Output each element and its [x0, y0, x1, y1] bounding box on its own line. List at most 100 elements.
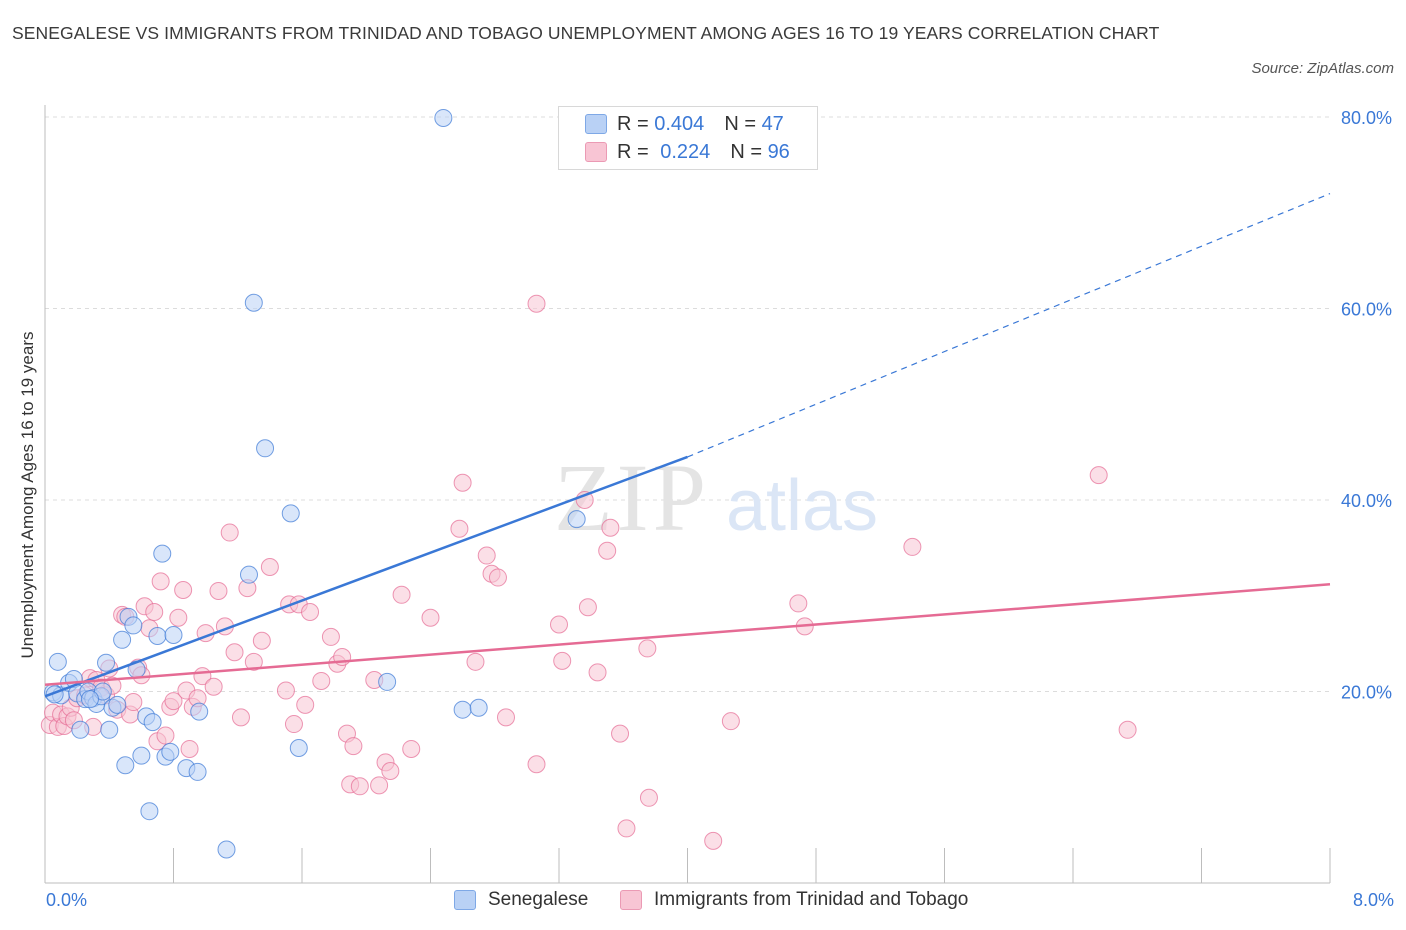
trinidad-point: [1118, 720, 1137, 739]
trinidad-point: [721, 712, 740, 731]
trinidad-point: [601, 518, 620, 537]
trinidad-point: [220, 523, 239, 542]
stats-row-senegalese: R = 0.404 N = 47: [585, 111, 784, 137]
y-tick-label: 40.0%: [1341, 491, 1392, 511]
senegalese-point: [188, 762, 207, 781]
y-tick-label: 80.0%: [1341, 108, 1392, 128]
senegalese-point: [567, 510, 586, 529]
axes: [44, 105, 1331, 884]
senegalese-point: [161, 742, 180, 761]
stats-row-trinidad: R = 0.224 N = 96: [585, 139, 790, 165]
trinidad-point: [789, 594, 808, 613]
trinidad-point: [450, 519, 469, 538]
trinidad-point: [421, 608, 440, 627]
trinidad-point: [527, 755, 546, 774]
senegalese-point: [434, 108, 453, 127]
trinidad-point: [156, 726, 175, 745]
trinidad-point: [244, 652, 263, 671]
senegalese-point: [281, 504, 300, 523]
senegalese-point: [71, 720, 90, 739]
trendlines: [44, 193, 1331, 698]
senegalese-point: [453, 700, 472, 719]
n-value: 47: [761, 112, 784, 135]
legend-item-senegalese: Senegalese: [454, 889, 588, 911]
senegalese-point: [289, 738, 308, 757]
trinidad-point: [252, 631, 271, 650]
senegalese-point: [140, 802, 159, 821]
trinidad-point: [204, 677, 223, 696]
trinidad-point: [1089, 466, 1108, 485]
trendline-senegalese: [44, 455, 688, 698]
trinidad-point: [453, 473, 472, 492]
senegalese-point: [80, 690, 99, 709]
trinidad-point: [370, 776, 389, 795]
senegalese-point: [217, 840, 236, 859]
n-value: 96: [767, 140, 790, 163]
senegalese-point: [153, 544, 172, 563]
n-label: N =: [724, 112, 762, 135]
trendline-trinidad: [44, 583, 1331, 687]
legend-swatch-senegalese: [585, 114, 607, 134]
senegalese-point: [116, 756, 135, 775]
trinidad-point: [488, 568, 507, 587]
series-senegalese: [44, 108, 586, 859]
trinidad-point: [588, 663, 607, 682]
trinidad-point: [527, 294, 546, 313]
senegalese-point: [108, 695, 127, 714]
legend-swatch-trinidad: [620, 890, 642, 910]
trendline-senegalese-extension: [687, 193, 1331, 458]
trinidad-point: [164, 692, 183, 711]
trinidad-point: [284, 715, 303, 734]
trinidad-point: [312, 671, 331, 690]
trinidad-point: [350, 777, 369, 796]
trinidad-point: [124, 693, 143, 712]
n-label: N =: [730, 140, 768, 163]
trinidad-point: [466, 652, 485, 671]
r-label: R =: [617, 112, 655, 135]
senegalese-point: [239, 565, 258, 584]
trinidad-point: [392, 585, 411, 604]
trinidad-point: [381, 761, 400, 780]
senegalese-point: [132, 746, 151, 765]
trinidad-point: [550, 615, 568, 634]
trinidad-point: [617, 819, 636, 838]
senegalese-point: [100, 720, 119, 739]
source-label: Source: ZipAtlas.com: [1251, 60, 1394, 77]
trinidad-point: [903, 537, 922, 556]
legend-label-senegalese: Senegalese: [488, 889, 589, 910]
watermark: ZIP atlas: [554, 444, 878, 551]
r-label: R =: [617, 140, 655, 163]
senegalese-point: [469, 698, 488, 717]
legend-label-trinidad: Immigrants from Trinidad and Tobago: [654, 889, 969, 910]
trinidad-point: [611, 724, 630, 743]
senegalese-point: [148, 626, 167, 645]
trinidad-point: [225, 643, 244, 662]
trinidad-point: [496, 708, 515, 727]
r-value: 0.404: [654, 112, 705, 135]
trinidad-point: [402, 739, 421, 758]
legend-swatch-trinidad: [585, 142, 607, 162]
senegalese-point: [97, 653, 116, 672]
trinidad-point: [276, 681, 295, 700]
trinidad-point: [174, 581, 193, 600]
trinidad-point: [231, 708, 250, 727]
senegalese-point: [113, 630, 132, 649]
y-tick-label: 20.0%: [1341, 683, 1392, 703]
trinidad-point: [578, 598, 597, 617]
senegalese-point: [190, 702, 209, 721]
watermark-atlas: atlas: [726, 466, 878, 546]
trinidad-point: [639, 788, 658, 807]
trinidad-point: [321, 627, 340, 646]
senegalese-point: [143, 713, 162, 732]
trinidad-point: [296, 695, 315, 714]
trinidad-point: [145, 603, 164, 622]
y-axis-label: Unemployment Among Ages 16 to 19 years: [18, 331, 37, 659]
trinidad-point: [260, 558, 279, 577]
legend-swatch-senegalese: [454, 890, 476, 910]
senegalese-point: [256, 439, 275, 458]
senegalese-point: [378, 672, 397, 691]
y-tick-label: 60.0%: [1341, 300, 1392, 320]
x-tick-max: 8.0%: [1352, 890, 1394, 910]
trinidad-point: [301, 603, 320, 622]
